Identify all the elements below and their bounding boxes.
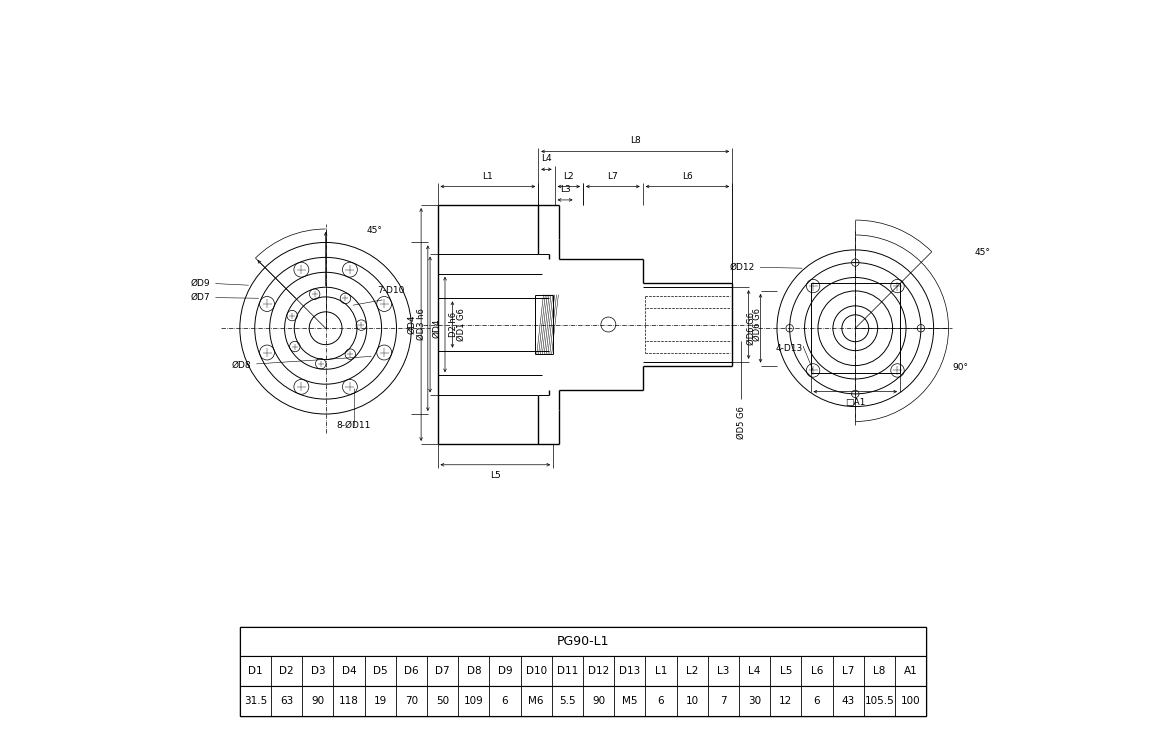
Text: 12: 12: [779, 696, 793, 706]
Text: L7: L7: [607, 172, 618, 181]
Text: 45°: 45°: [975, 248, 991, 257]
Text: L8: L8: [873, 666, 885, 677]
Text: L7: L7: [842, 666, 855, 677]
Text: 63: 63: [280, 696, 294, 706]
Text: L4: L4: [541, 154, 552, 163]
Text: 50: 50: [436, 696, 449, 706]
Text: 7: 7: [721, 696, 726, 706]
Text: 43: 43: [842, 696, 855, 706]
Text: D1: D1: [248, 666, 262, 677]
Text: 6: 6: [814, 696, 821, 706]
Text: L5: L5: [780, 666, 792, 677]
Text: L2: L2: [686, 666, 698, 677]
Text: 5.5: 5.5: [559, 696, 576, 706]
Text: ØD6 G6: ØD6 G6: [753, 308, 763, 341]
Text: ØD12: ØD12: [729, 263, 802, 272]
Text: ØD4: ØD4: [408, 315, 416, 334]
Text: D9: D9: [498, 666, 512, 677]
Bar: [810, 283, 900, 373]
Text: L2: L2: [563, 172, 574, 181]
Text: ØD4: ØD4: [433, 319, 441, 338]
Text: 90°: 90°: [953, 363, 968, 372]
Bar: [240, 686, 926, 716]
Text: ØD8: ØD8: [231, 357, 371, 369]
Text: 90: 90: [592, 696, 605, 706]
Text: L6: L6: [682, 172, 693, 181]
Text: D2 h6: D2 h6: [449, 312, 458, 337]
Text: □A1: □A1: [845, 398, 865, 407]
Text: ØD5 G6: ØD5 G6: [737, 407, 745, 439]
Text: ØD6 G6: ØD6 G6: [747, 312, 756, 345]
Text: D11: D11: [557, 666, 578, 677]
Text: 8-ØD11: 8-ØD11: [337, 421, 371, 430]
Text: M6: M6: [528, 696, 545, 706]
Text: 31.5: 31.5: [244, 696, 267, 706]
Text: D6: D6: [405, 666, 419, 677]
Text: 45°: 45°: [366, 226, 382, 235]
Text: L3: L3: [560, 185, 570, 194]
Text: 118: 118: [339, 696, 359, 706]
Text: 19: 19: [373, 696, 387, 706]
Text: 90: 90: [311, 696, 324, 706]
Text: D5: D5: [373, 666, 387, 677]
Text: 7-D10: 7-D10: [377, 286, 405, 295]
Text: L4: L4: [749, 666, 760, 677]
Text: 100: 100: [901, 696, 920, 706]
Text: A1: A1: [904, 666, 918, 677]
Text: 109: 109: [464, 696, 484, 706]
Text: 4-D13: 4-D13: [775, 344, 803, 353]
Text: ØD7: ØD7: [190, 293, 259, 302]
Text: 10: 10: [686, 696, 698, 706]
Text: D8: D8: [466, 666, 482, 677]
Text: PG90-L1: PG90-L1: [556, 635, 610, 648]
Text: D4: D4: [342, 666, 357, 677]
Text: L3: L3: [717, 666, 730, 677]
Text: ØD9: ØD9: [190, 278, 248, 287]
Text: L8: L8: [630, 137, 640, 145]
Text: L6: L6: [810, 666, 823, 677]
Text: 30: 30: [749, 696, 761, 706]
Text: 105.5: 105.5: [864, 696, 894, 706]
Bar: [240, 627, 926, 656]
Bar: [240, 656, 926, 686]
Text: ØD1 G6: ØD1 G6: [457, 308, 466, 341]
Text: D7: D7: [435, 666, 450, 677]
Text: L1: L1: [483, 172, 493, 181]
Text: L1: L1: [655, 666, 667, 677]
Bar: [240, 627, 926, 716]
Text: D10: D10: [526, 666, 547, 677]
Text: 6: 6: [658, 696, 665, 706]
Text: D3: D3: [310, 666, 325, 677]
Text: M5: M5: [621, 696, 638, 706]
Text: 6: 6: [501, 696, 508, 706]
Text: ØD3 h6: ØD3 h6: [416, 309, 426, 340]
Text: L5: L5: [490, 471, 500, 480]
Text: D12: D12: [588, 666, 609, 677]
Text: D13: D13: [619, 666, 640, 677]
Text: D2: D2: [280, 666, 294, 677]
Text: 70: 70: [405, 696, 417, 706]
